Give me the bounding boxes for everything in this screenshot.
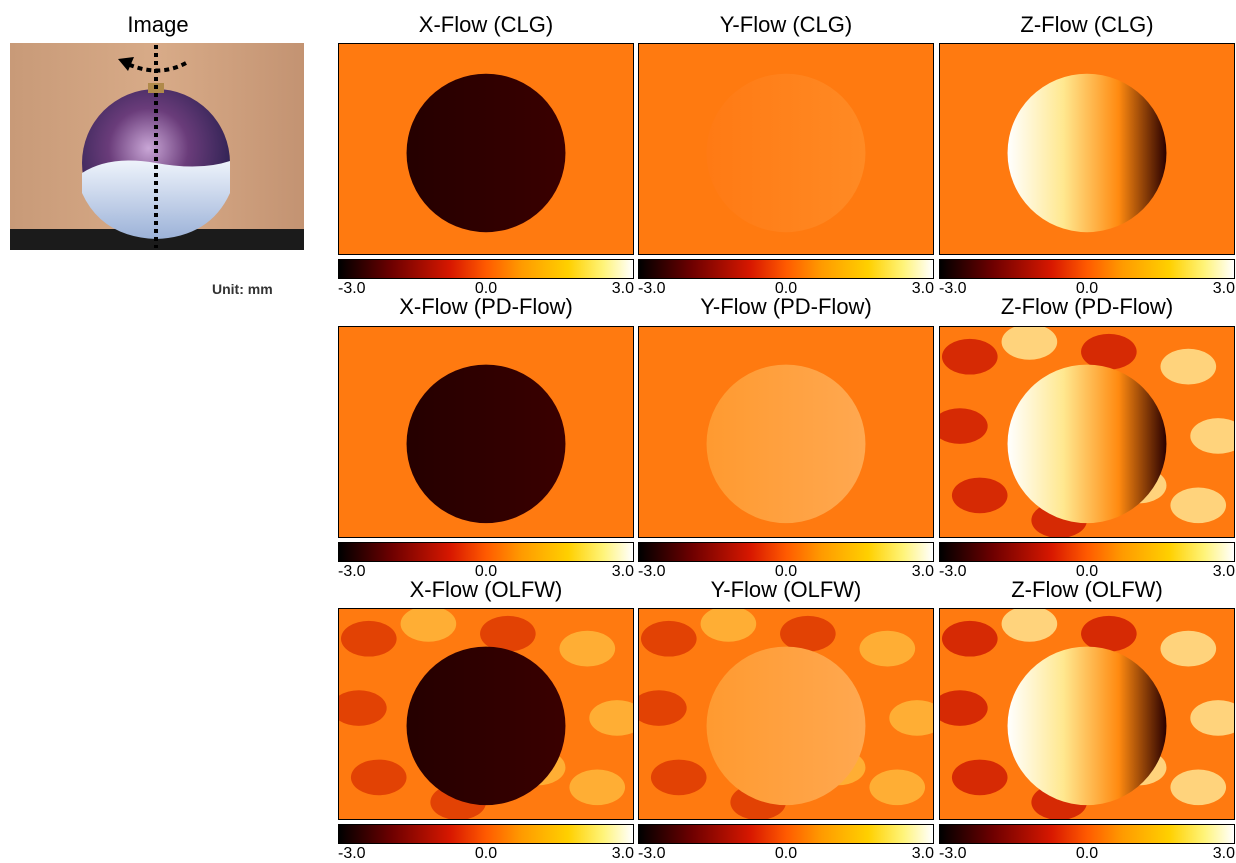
flow-panel bbox=[939, 43, 1235, 255]
texture-blob bbox=[650, 759, 707, 796]
colorbar bbox=[638, 259, 934, 279]
sphere-region bbox=[706, 73, 866, 233]
texture-blob bbox=[859, 630, 916, 667]
sphere-region bbox=[1007, 73, 1167, 233]
texture-blob bbox=[1081, 615, 1137, 652]
sphere-region bbox=[1007, 646, 1167, 806]
texture-blob bbox=[559, 630, 616, 667]
colorbar bbox=[939, 542, 1235, 562]
colorbar bbox=[638, 542, 934, 562]
texture-blob bbox=[941, 338, 998, 375]
sphere-region bbox=[406, 646, 566, 806]
colorbar-tick-label: 0.0 bbox=[1075, 563, 1099, 580]
texture-blob bbox=[640, 620, 697, 657]
colorbar-tick-label: 3.0 bbox=[911, 845, 934, 862]
panel-title: Z-Flow (CLG) bbox=[1020, 12, 1154, 37]
texture-blob bbox=[639, 690, 687, 726]
flow-panel bbox=[338, 43, 634, 255]
colorbar-tick-label: 0.0 bbox=[774, 563, 798, 580]
texture-blob bbox=[869, 769, 926, 806]
colorbar bbox=[338, 542, 634, 562]
colorbar-tick-label: 0.0 bbox=[1075, 280, 1099, 297]
colorbar-tick-label: -3.0 bbox=[939, 563, 967, 580]
texture-blob bbox=[951, 759, 1008, 796]
colorbar-tick-label: 0.0 bbox=[474, 563, 498, 580]
sphere-region bbox=[406, 364, 566, 524]
colorbar-tick-label: 0.0 bbox=[474, 845, 498, 862]
texture-blob bbox=[940, 408, 988, 444]
colorbar-tick-label: 0.0 bbox=[774, 845, 798, 862]
colorbar-tick-label: -3.0 bbox=[638, 845, 666, 862]
ornament-photo bbox=[10, 43, 304, 250]
texture-blob bbox=[941, 620, 998, 657]
flow-panel bbox=[939, 326, 1235, 538]
colorbar bbox=[939, 259, 1235, 279]
panel-title: X-Flow (CLG) bbox=[418, 12, 554, 37]
colorbar-tick-label: -3.0 bbox=[338, 563, 366, 580]
panel-title: X-Flow (PD-Flow) bbox=[399, 294, 573, 319]
colorbar bbox=[338, 824, 634, 844]
colorbar-tick-label: 0.0 bbox=[774, 280, 798, 297]
texture-blob bbox=[940, 690, 988, 726]
panel-title: Z-Flow (PD-Flow) bbox=[1000, 294, 1174, 319]
texture-blob bbox=[951, 477, 1008, 514]
texture-blob bbox=[589, 700, 633, 736]
panel-title: Y-Flow (CLG) bbox=[719, 12, 853, 37]
colorbar bbox=[939, 824, 1235, 844]
texture-blob bbox=[780, 615, 836, 652]
texture-blob bbox=[1160, 630, 1217, 667]
colorbar-tick-label: -3.0 bbox=[338, 845, 366, 862]
colorbar-tick-label: 0.0 bbox=[1075, 845, 1099, 862]
texture-blob bbox=[1190, 700, 1234, 736]
flow-panel bbox=[338, 326, 634, 538]
texture-blob bbox=[1001, 609, 1058, 642]
sphere-region bbox=[406, 73, 566, 233]
texture-blob bbox=[1170, 769, 1227, 806]
image-title: Image bbox=[127, 12, 189, 37]
texture-blob bbox=[339, 690, 387, 726]
unit-label: Unit: mm bbox=[212, 281, 273, 297]
colorbar-tick-label: -3.0 bbox=[638, 563, 666, 580]
texture-blob bbox=[1190, 418, 1234, 454]
texture-blob bbox=[700, 609, 757, 642]
texture-blob bbox=[889, 700, 933, 736]
colorbar-tick-label: 0.0 bbox=[474, 280, 498, 297]
texture-blob bbox=[569, 769, 626, 806]
texture-blob bbox=[1160, 348, 1217, 385]
colorbar-tick-label: 3.0 bbox=[611, 563, 634, 580]
colorbar-tick-label: -3.0 bbox=[939, 280, 967, 297]
flow-panel bbox=[638, 43, 934, 255]
flow-panel bbox=[638, 326, 934, 538]
flow-panel bbox=[939, 608, 1235, 820]
panel-title: Z-Flow (OLFW) bbox=[1011, 577, 1163, 602]
texture-blob bbox=[1001, 327, 1058, 360]
colorbar-tick-label: 3.0 bbox=[1212, 845, 1235, 862]
colorbar bbox=[338, 259, 634, 279]
texture-blob bbox=[480, 615, 536, 652]
texture-blob bbox=[1170, 487, 1227, 524]
sphere-region bbox=[706, 364, 866, 524]
texture-blob bbox=[350, 759, 407, 796]
flow-panel bbox=[638, 608, 934, 820]
colorbar bbox=[638, 824, 934, 844]
panel-title: Y-Flow (OLFW) bbox=[710, 577, 862, 602]
colorbar-tick-label: 3.0 bbox=[911, 280, 934, 297]
colorbar-tick-label: 3.0 bbox=[1212, 563, 1235, 580]
colorbar-tick-label: 3.0 bbox=[611, 280, 634, 297]
colorbar-tick-label: 3.0 bbox=[1212, 280, 1235, 297]
texture-blob bbox=[400, 609, 457, 642]
texture-blob bbox=[340, 620, 397, 657]
colorbar-tick-label: -3.0 bbox=[939, 845, 967, 862]
colorbar-tick-label: -3.0 bbox=[638, 280, 666, 297]
panel-title: Y-Flow (PD-Flow) bbox=[700, 294, 872, 319]
flow-panel bbox=[338, 608, 634, 820]
colorbar-tick-label: 3.0 bbox=[611, 845, 634, 862]
colorbar-tick-label: -3.0 bbox=[338, 280, 366, 297]
sphere-region bbox=[706, 646, 866, 806]
panel-title: X-Flow (OLFW) bbox=[409, 577, 563, 602]
texture-blob bbox=[1081, 333, 1137, 370]
colorbar-tick-label: 3.0 bbox=[911, 563, 934, 580]
sphere-region bbox=[1007, 364, 1167, 524]
